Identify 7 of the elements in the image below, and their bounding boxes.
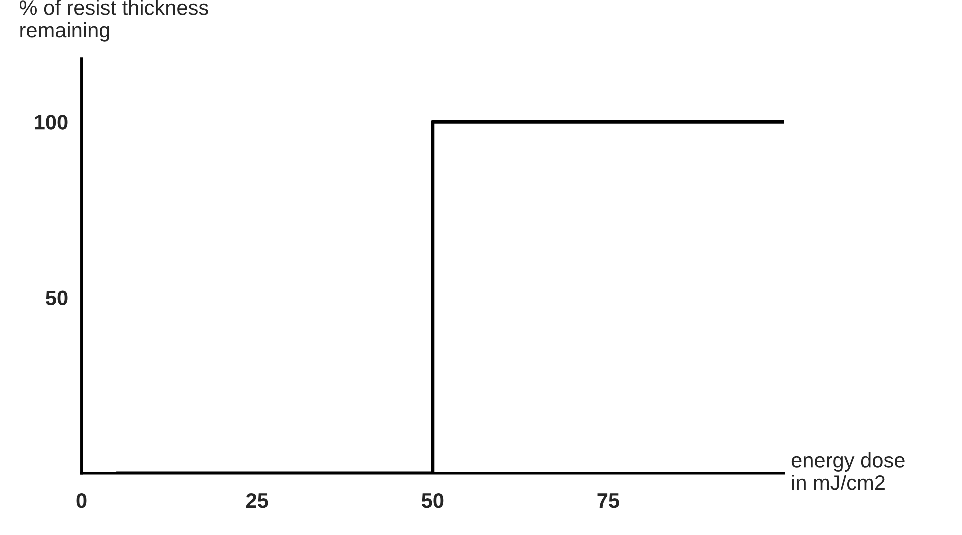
x-axis-title: energy dose in mJ/cm2 <box>792 452 905 490</box>
x-tick-label: 0 <box>76 493 87 508</box>
y-tick-label: 100 <box>35 115 68 130</box>
x-tick-label: 25 <box>246 493 268 508</box>
x-tick-label: 50 <box>422 493 444 508</box>
x-tick-label: 75 <box>598 494 620 508</box>
y-axis-title: % of resist thickness remaining <box>20 0 208 42</box>
